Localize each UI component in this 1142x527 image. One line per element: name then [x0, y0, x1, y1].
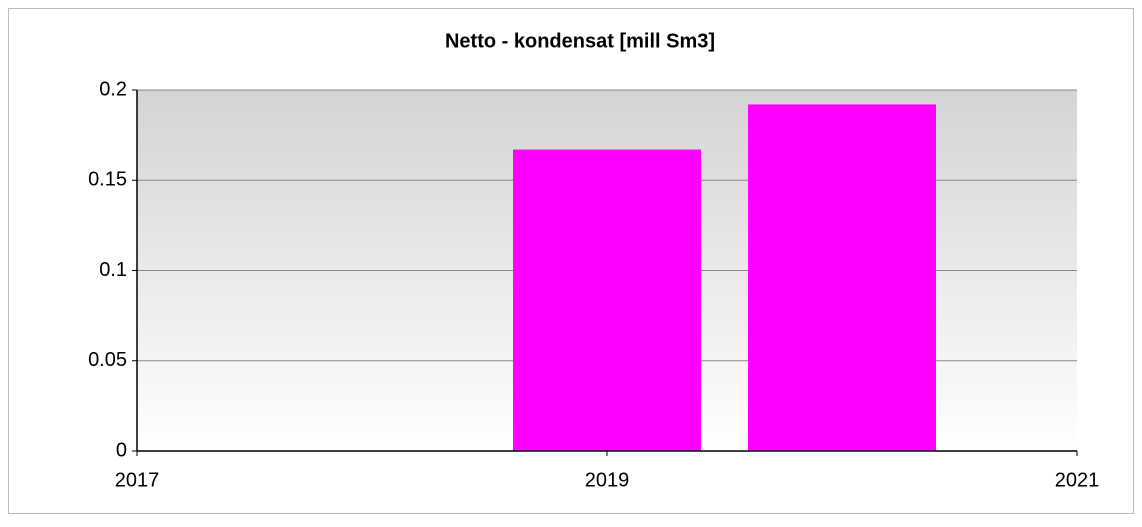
bar: [513, 149, 701, 451]
y-tick-label: 0: [116, 439, 127, 461]
y-tick-label: 0.05: [88, 349, 127, 371]
y-tick-label: 0.15: [88, 169, 127, 191]
chart-title: Netto - kondensat [mill Sm3]: [445, 30, 715, 52]
x-tick-label: 2021: [1055, 469, 1100, 491]
x-tick-label: 2019: [585, 469, 630, 491]
x-tick-label: 2017: [115, 469, 160, 491]
bar: [748, 104, 936, 451]
y-tick-label: 0.2: [99, 78, 127, 100]
y-tick-label: 0.1: [99, 259, 127, 281]
